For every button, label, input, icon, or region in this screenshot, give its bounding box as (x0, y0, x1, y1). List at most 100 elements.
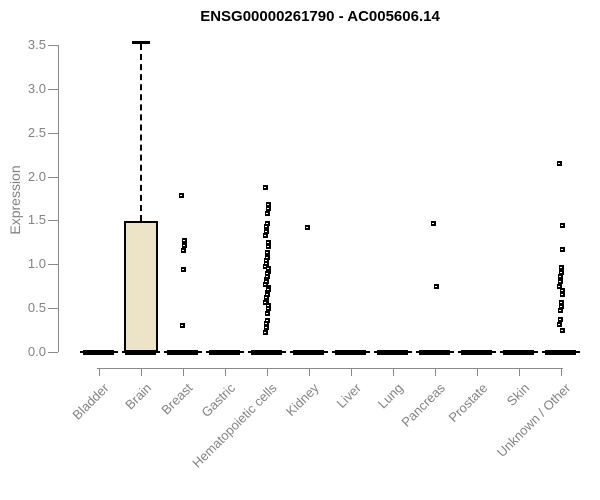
jitter-point (265, 271, 270, 277)
jitter-point (182, 238, 187, 244)
jitter-point (266, 284, 271, 290)
jitter-point (265, 205, 271, 211)
jitter-point (434, 283, 439, 289)
jitter-point (181, 243, 187, 249)
jitter-point (558, 274, 563, 280)
x-tick-label: Prostate (445, 380, 490, 426)
jitter-point (181, 247, 186, 253)
x-tick-label: Gastric (198, 380, 238, 421)
x-tick-label: Pancreas (398, 380, 448, 430)
jitter-point (557, 160, 562, 166)
jitter-point (431, 220, 436, 226)
jitter-point (263, 330, 268, 336)
jitter-point (265, 249, 270, 255)
jitter-point (263, 263, 268, 269)
jitter-point (265, 210, 270, 216)
jitter-point (266, 266, 271, 272)
jitter-point (557, 283, 562, 289)
x-axis-tick (519, 368, 520, 376)
jitter-point (266, 303, 271, 309)
jitter-point (264, 292, 270, 298)
median-bar (293, 350, 324, 355)
median-bar (251, 350, 282, 355)
x-tick-label: Breast (158, 380, 196, 418)
upper-whisker (140, 44, 142, 222)
jitter-point (264, 254, 270, 260)
jitter-point (559, 291, 565, 297)
y-axis-tick (48, 176, 58, 178)
jitter-point (263, 297, 269, 303)
y-axis-line (58, 45, 59, 352)
jitter-point (265, 310, 270, 316)
jitter-point (266, 202, 271, 208)
x-axis-tick (183, 368, 184, 376)
jitter-point (560, 223, 565, 229)
jitter-point (265, 287, 271, 293)
jitter-point (264, 224, 269, 230)
x-axis-tick (435, 368, 436, 376)
box-brain (124, 221, 158, 352)
x-tick-label: Bladder (69, 380, 112, 423)
jitter-point (179, 192, 184, 198)
x-axis-tick (351, 368, 352, 376)
y-tick-label: 2.5 (27, 124, 46, 140)
x-axis-line (97, 368, 563, 369)
jitter-point (560, 288, 565, 294)
y-axis-tick (48, 132, 58, 134)
median-bar (461, 350, 492, 355)
x-axis-tick (99, 368, 100, 376)
x-axis-tick (309, 368, 310, 376)
jitter-point (263, 300, 268, 306)
y-axis-tick (48, 352, 58, 353)
x-axis-tick (477, 368, 478, 376)
median-bar (419, 350, 450, 355)
y-axis-tick (48, 220, 58, 222)
jitter-point (266, 239, 271, 245)
jitter-point (264, 274, 270, 280)
x-axis-tick (141, 368, 142, 376)
y-axis-tick (48, 308, 58, 310)
median-bar (125, 350, 156, 355)
whisker-cap (132, 41, 150, 45)
chart-title: ENSG00000261790 - AC005606.14 (200, 8, 440, 25)
y-tick-label: 1.5 (27, 212, 46, 228)
y-tick-label: 2.0 (27, 168, 46, 184)
median-bar (377, 350, 408, 355)
jitter-point (263, 260, 269, 266)
x-axis-tick (393, 368, 394, 376)
jitter-point (265, 268, 271, 274)
x-tick-label: Kidney (283, 380, 322, 420)
x-tick-label: Skin (503, 380, 532, 409)
y-tick-label: 1.0 (27, 256, 46, 272)
x-tick-label: Hematopoietic cells (189, 380, 280, 471)
y-axis-tick (48, 45, 58, 47)
jitter-point (264, 276, 269, 282)
y-tick-label: 3.5 (27, 37, 46, 53)
jitter-point (559, 265, 564, 271)
median-bar (209, 350, 240, 355)
y-axis-tick (48, 88, 58, 90)
jitter-point (180, 267, 186, 273)
median-bar (503, 350, 534, 355)
y-axis-tick (48, 264, 58, 266)
jitter-point (265, 244, 271, 250)
jitter-point (305, 224, 310, 230)
x-axis-tick (267, 368, 268, 376)
jitter-point (264, 258, 269, 264)
jitter-point (264, 295, 269, 301)
median-bar (167, 350, 198, 355)
y-tick-label: 0.0 (27, 344, 46, 359)
jitter-point (264, 220, 270, 226)
x-tick-label: Lung (374, 380, 406, 412)
median-bar (545, 350, 576, 355)
median-bar (335, 350, 366, 355)
jitter-point (559, 299, 564, 305)
jitter-point (265, 289, 270, 295)
x-tick-label: Brain (121, 380, 154, 413)
jitter-point (558, 308, 563, 314)
median-bar (83, 350, 114, 355)
jitter-point (263, 279, 269, 285)
jitter-point (263, 324, 269, 330)
